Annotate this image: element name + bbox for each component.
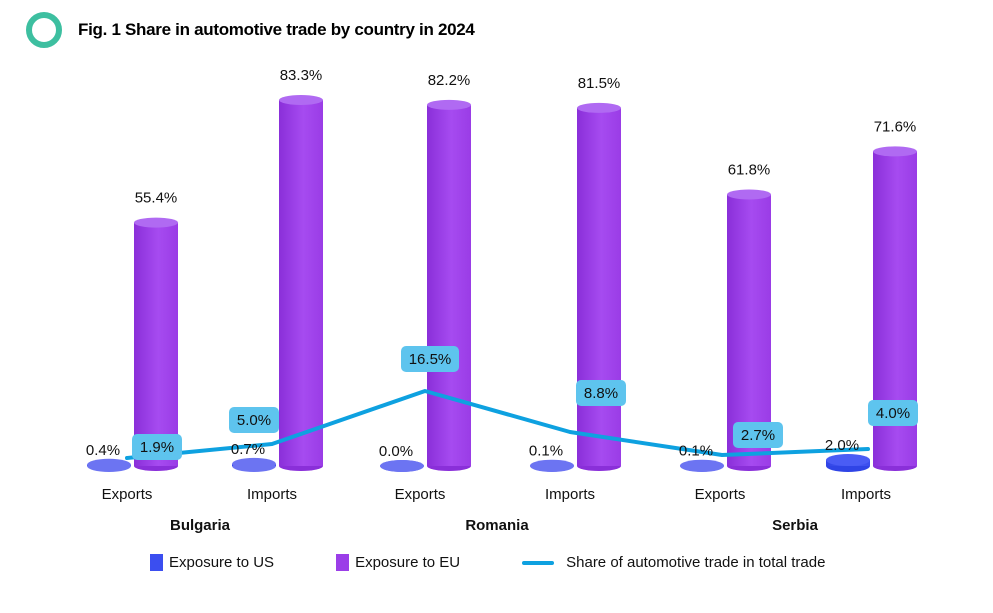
us-value-label: 2.0% xyxy=(825,437,859,454)
ring-logo-icon xyxy=(26,12,62,48)
legend-label-share: Share of automotive trade in total trade xyxy=(566,554,826,571)
eu-bar xyxy=(727,194,771,466)
category-label: Imports xyxy=(545,486,595,503)
legend-line-share xyxy=(522,560,555,565)
chart-title: Fig. 1 Share in automotive trade by coun… xyxy=(78,20,475,39)
eu-value-label: 82.2% xyxy=(428,72,471,89)
chart-legend: Exposure to US Exposure to EU Share of a… xyxy=(150,554,887,571)
line-value-box xyxy=(868,400,918,426)
group-label: Romania xyxy=(465,517,529,534)
line-value-box xyxy=(733,422,783,448)
line-value-label: 16.5% xyxy=(409,351,452,368)
legend-swatch-eu xyxy=(336,554,350,571)
us-value-label: 0.7% xyxy=(231,441,265,458)
line-value-box xyxy=(401,346,459,372)
line-value-label: 5.0% xyxy=(237,412,271,429)
legend-item-eu: Exposure to EU xyxy=(336,554,460,571)
eu-bar-top xyxy=(873,146,917,157)
eu-value-label: 61.8% xyxy=(728,161,771,178)
legend-label-us: Exposure to US xyxy=(169,554,275,571)
line-value-label: 1.9% xyxy=(140,439,174,456)
category-label: Exports xyxy=(395,486,446,503)
eu-bar-top xyxy=(134,217,178,228)
line-value-box xyxy=(576,380,626,406)
eu-bar-top xyxy=(577,102,621,113)
us-bar-top xyxy=(530,459,574,472)
chart-header: Fig. 1 Share in automotive trade by coun… xyxy=(26,12,475,48)
eu-bar xyxy=(427,104,471,466)
eu-bar xyxy=(279,100,323,466)
line-value-box xyxy=(229,407,279,433)
us-bar-top xyxy=(380,460,424,472)
legend-label-eu: Exposure to EU xyxy=(355,554,461,571)
group-label: Serbia xyxy=(772,517,819,534)
us-value-label: 0.1% xyxy=(529,443,563,460)
us-bar-top xyxy=(87,458,131,471)
us-value-label: 0.1% xyxy=(679,443,713,460)
share-line xyxy=(125,389,870,460)
eu-bar xyxy=(134,222,178,466)
category-label: Exports xyxy=(695,486,746,503)
eu-bar-top xyxy=(427,99,471,110)
eu-bar-top xyxy=(727,189,771,200)
eu-value-label: 83.3% xyxy=(280,67,323,84)
us-bar-top xyxy=(826,454,870,466)
group-label: Bulgaria xyxy=(170,517,231,534)
legend-item-us: Exposure to US xyxy=(150,554,274,571)
us-bar-top xyxy=(232,457,276,470)
eu-bar-top xyxy=(279,95,323,105)
line-value-box xyxy=(132,434,182,460)
legend-swatch-us xyxy=(150,554,163,571)
us-value-label: 0.4% xyxy=(86,442,120,459)
category-label: Exports xyxy=(102,486,153,503)
line-value-label: 2.7% xyxy=(741,427,775,444)
eu-value-label: 81.5% xyxy=(578,75,621,92)
line-value-label: 4.0% xyxy=(876,405,910,422)
category-label: Imports xyxy=(841,486,891,503)
legend-item-share: Share of automotive trade in total trade xyxy=(522,554,825,571)
us-value-label: 0.0% xyxy=(379,443,413,460)
line-value-label: 8.8% xyxy=(584,385,618,402)
category-label: Imports xyxy=(247,486,297,503)
eu-value-label: 55.4% xyxy=(135,190,178,207)
eu-bar xyxy=(577,107,621,467)
us-bar-top xyxy=(680,459,724,472)
eu-value-label: 71.6% xyxy=(874,118,917,135)
